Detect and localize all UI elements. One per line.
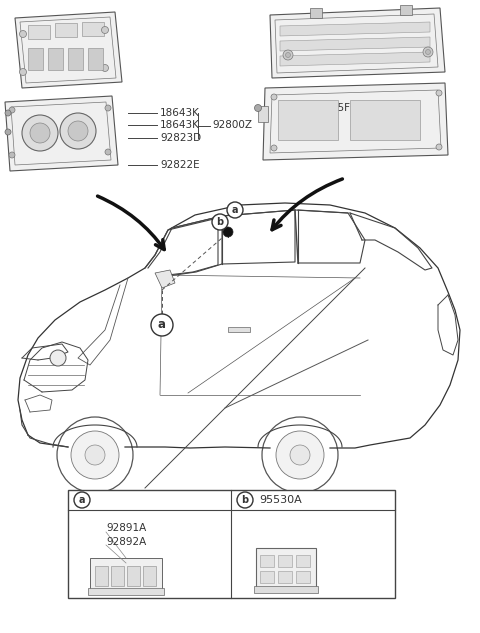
Polygon shape xyxy=(280,37,430,51)
Circle shape xyxy=(271,145,277,151)
Text: 92891A: 92891A xyxy=(106,523,146,533)
Bar xyxy=(68,490,395,598)
Text: 92800Z: 92800Z xyxy=(212,120,252,130)
Text: 92823D: 92823D xyxy=(160,133,201,143)
Circle shape xyxy=(101,27,108,34)
Circle shape xyxy=(286,53,290,58)
Polygon shape xyxy=(15,12,122,88)
Bar xyxy=(111,566,124,586)
Circle shape xyxy=(436,144,442,150)
Bar xyxy=(143,566,156,586)
Bar xyxy=(296,555,310,567)
Bar xyxy=(296,571,310,583)
Circle shape xyxy=(212,214,228,230)
Text: a: a xyxy=(158,318,166,332)
Circle shape xyxy=(290,445,310,465)
Circle shape xyxy=(101,65,108,72)
Circle shape xyxy=(423,47,433,57)
Bar xyxy=(95,566,108,586)
Circle shape xyxy=(50,350,66,366)
Bar xyxy=(400,5,412,15)
Text: 18643K: 18643K xyxy=(160,120,200,130)
Circle shape xyxy=(20,68,26,75)
Circle shape xyxy=(5,129,11,135)
Bar xyxy=(260,555,274,567)
Bar xyxy=(254,586,318,593)
Text: a: a xyxy=(232,205,238,215)
Text: 92892A: 92892A xyxy=(106,537,146,547)
Bar xyxy=(88,48,103,70)
Bar xyxy=(48,48,63,70)
Circle shape xyxy=(262,417,338,493)
Polygon shape xyxy=(155,270,175,288)
Circle shape xyxy=(9,107,15,113)
Circle shape xyxy=(30,123,50,143)
Text: 18645F: 18645F xyxy=(312,103,351,113)
Bar xyxy=(68,48,83,70)
Bar xyxy=(82,22,104,36)
Polygon shape xyxy=(263,83,448,160)
Bar xyxy=(350,100,420,140)
Polygon shape xyxy=(280,52,430,66)
Bar xyxy=(55,23,77,37)
Bar xyxy=(88,588,164,595)
Bar xyxy=(256,548,316,588)
Circle shape xyxy=(227,202,243,218)
Text: 18643K: 18643K xyxy=(160,108,200,118)
Bar xyxy=(278,555,292,567)
Bar xyxy=(278,571,292,583)
Circle shape xyxy=(9,152,15,158)
Bar xyxy=(260,571,274,583)
Circle shape xyxy=(74,492,90,508)
Circle shape xyxy=(276,431,324,479)
Polygon shape xyxy=(280,22,430,36)
Circle shape xyxy=(71,431,119,479)
Text: a: a xyxy=(79,495,85,505)
Bar xyxy=(310,8,322,18)
Circle shape xyxy=(151,314,173,336)
Circle shape xyxy=(105,105,111,111)
Circle shape xyxy=(105,149,111,155)
Text: 92800A: 92800A xyxy=(367,103,407,113)
Bar xyxy=(127,566,140,586)
Text: 95530A: 95530A xyxy=(259,495,302,505)
Circle shape xyxy=(22,115,58,151)
Circle shape xyxy=(85,445,105,465)
Circle shape xyxy=(223,227,233,237)
Bar xyxy=(90,558,162,590)
Bar xyxy=(258,106,268,122)
Bar xyxy=(228,327,250,332)
Circle shape xyxy=(68,121,88,141)
Bar xyxy=(278,100,338,140)
Circle shape xyxy=(271,94,277,100)
Text: b: b xyxy=(216,217,224,227)
Text: b: b xyxy=(241,495,249,505)
Circle shape xyxy=(283,50,293,60)
Circle shape xyxy=(425,49,431,54)
Circle shape xyxy=(436,90,442,96)
Polygon shape xyxy=(270,8,445,78)
Bar xyxy=(28,48,43,70)
Text: 92822E: 92822E xyxy=(160,160,200,170)
Circle shape xyxy=(254,104,262,111)
Bar xyxy=(28,25,50,39)
Circle shape xyxy=(20,30,26,37)
Circle shape xyxy=(5,110,11,116)
Polygon shape xyxy=(5,96,118,171)
Circle shape xyxy=(60,113,96,149)
Circle shape xyxy=(57,417,133,493)
Circle shape xyxy=(237,492,253,508)
